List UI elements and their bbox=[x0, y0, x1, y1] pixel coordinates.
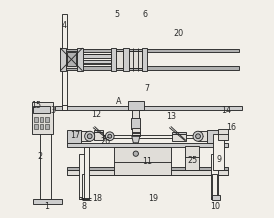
Bar bbox=[129, 51, 142, 68]
Text: 19: 19 bbox=[148, 194, 158, 203]
Circle shape bbox=[108, 134, 112, 138]
Text: 18: 18 bbox=[92, 194, 102, 203]
Bar bbox=[60, 49, 239, 52]
Text: 10: 10 bbox=[210, 201, 221, 211]
Bar bbox=[131, 118, 141, 129]
Circle shape bbox=[133, 151, 138, 156]
Text: 5: 5 bbox=[115, 10, 120, 19]
Polygon shape bbox=[132, 136, 140, 143]
Circle shape bbox=[105, 132, 114, 141]
Bar bbox=[34, 117, 38, 122]
Bar bbox=[123, 48, 129, 71]
Bar bbox=[82, 174, 87, 199]
Bar bbox=[45, 117, 49, 122]
Text: 1: 1 bbox=[44, 201, 49, 211]
Bar bbox=[142, 48, 147, 71]
Text: 11: 11 bbox=[142, 157, 152, 166]
Bar bbox=[82, 60, 111, 63]
Bar bbox=[39, 124, 44, 129]
Bar bbox=[132, 110, 139, 119]
Bar bbox=[60, 48, 66, 71]
Text: 20: 20 bbox=[173, 29, 184, 38]
Bar bbox=[212, 195, 221, 200]
Bar bbox=[211, 154, 218, 199]
Text: 26: 26 bbox=[100, 137, 110, 146]
Text: 3: 3 bbox=[51, 106, 56, 115]
Text: 17: 17 bbox=[70, 131, 80, 140]
Text: 8: 8 bbox=[81, 201, 86, 211]
Bar bbox=[95, 130, 103, 132]
Bar bbox=[81, 131, 90, 141]
Bar bbox=[116, 51, 123, 68]
Bar bbox=[198, 131, 207, 141]
Bar bbox=[45, 124, 49, 129]
Bar bbox=[212, 174, 217, 199]
Bar bbox=[32, 102, 53, 134]
Bar bbox=[132, 128, 140, 136]
Bar bbox=[33, 199, 62, 204]
Text: 12: 12 bbox=[92, 110, 102, 119]
Bar bbox=[114, 147, 171, 175]
Circle shape bbox=[193, 131, 203, 141]
Bar bbox=[207, 130, 221, 143]
Bar bbox=[95, 132, 103, 140]
Circle shape bbox=[196, 134, 201, 139]
Text: 6: 6 bbox=[142, 10, 147, 19]
Text: 16: 16 bbox=[226, 123, 236, 132]
Bar bbox=[128, 101, 144, 110]
Bar bbox=[79, 154, 85, 199]
Bar bbox=[60, 66, 239, 70]
Bar bbox=[66, 51, 77, 68]
Circle shape bbox=[87, 134, 92, 139]
Text: 14: 14 bbox=[221, 106, 231, 115]
Bar bbox=[39, 117, 44, 122]
Bar bbox=[55, 106, 242, 110]
Bar bbox=[67, 130, 81, 143]
Bar bbox=[33, 106, 50, 113]
Bar bbox=[84, 147, 89, 199]
Bar bbox=[67, 170, 228, 175]
Bar bbox=[67, 143, 228, 147]
Bar bbox=[34, 124, 38, 129]
Text: 2: 2 bbox=[38, 152, 42, 162]
Text: 13: 13 bbox=[166, 112, 176, 121]
Text: 7: 7 bbox=[144, 84, 149, 93]
Text: 9: 9 bbox=[216, 155, 221, 164]
Bar bbox=[111, 48, 116, 71]
Circle shape bbox=[85, 131, 95, 141]
Bar bbox=[67, 167, 228, 170]
Bar bbox=[82, 54, 111, 58]
Text: 15: 15 bbox=[31, 101, 41, 110]
Bar bbox=[67, 52, 76, 66]
Bar bbox=[77, 48, 82, 71]
Text: A: A bbox=[116, 97, 121, 106]
Bar bbox=[218, 129, 228, 140]
Bar bbox=[213, 134, 224, 170]
Text: 25: 25 bbox=[187, 156, 198, 165]
Bar bbox=[172, 132, 186, 134]
Text: 4: 4 bbox=[61, 20, 67, 30]
Bar bbox=[40, 105, 51, 199]
Bar bbox=[62, 14, 67, 110]
Bar bbox=[172, 134, 186, 141]
Bar bbox=[185, 146, 199, 170]
